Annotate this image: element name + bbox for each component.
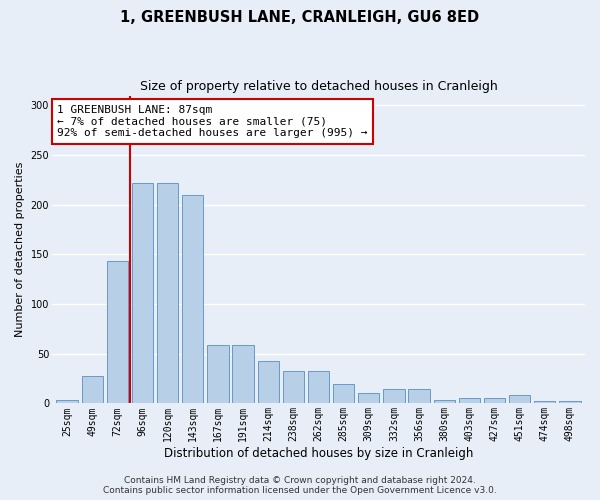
Bar [458, 398, 480, 404]
Bar [283, 370, 304, 404]
Bar [509, 396, 530, 404]
Bar [383, 388, 404, 404]
Bar [308, 370, 329, 404]
Y-axis label: Number of detached properties: Number of detached properties [15, 162, 25, 337]
Bar [333, 384, 355, 404]
Bar [559, 402, 581, 404]
Bar [157, 183, 178, 404]
X-axis label: Distribution of detached houses by size in Cranleigh: Distribution of detached houses by size … [164, 447, 473, 460]
Bar [484, 398, 505, 404]
Text: Contains HM Land Registry data © Crown copyright and database right 2024.
Contai: Contains HM Land Registry data © Crown c… [103, 476, 497, 495]
Bar [82, 376, 103, 404]
Bar [358, 394, 379, 404]
Bar [534, 402, 556, 404]
Text: 1 GREENBUSH LANE: 87sqm
← 7% of detached houses are smaller (75)
92% of semi-det: 1 GREENBUSH LANE: 87sqm ← 7% of detached… [57, 105, 368, 138]
Bar [409, 388, 430, 404]
Bar [434, 400, 455, 404]
Bar [207, 345, 229, 404]
Text: 1, GREENBUSH LANE, CRANLEIGH, GU6 8ED: 1, GREENBUSH LANE, CRANLEIGH, GU6 8ED [121, 10, 479, 25]
Bar [232, 345, 254, 404]
Bar [132, 183, 153, 404]
Bar [257, 360, 279, 404]
Title: Size of property relative to detached houses in Cranleigh: Size of property relative to detached ho… [140, 80, 497, 93]
Bar [182, 195, 203, 404]
Bar [56, 400, 78, 404]
Bar [107, 262, 128, 404]
